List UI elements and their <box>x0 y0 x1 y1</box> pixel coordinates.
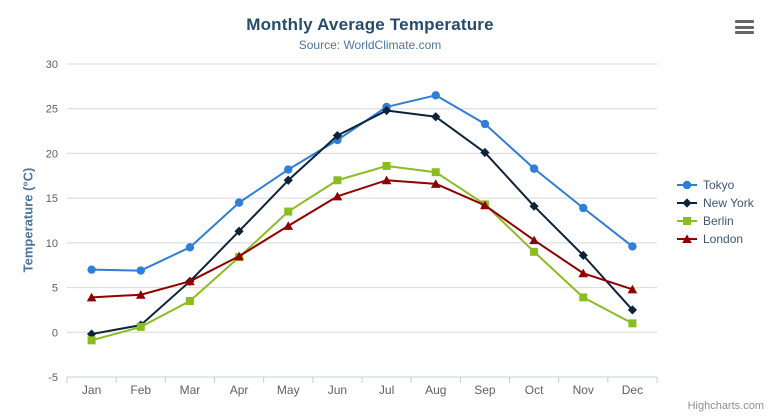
x-tick-label: Jun <box>328 383 347 397</box>
y-tick-label: 5 <box>52 283 58 295</box>
chart-subtitle: Source: WorldClimate.com <box>298 38 442 52</box>
data-point-marker[interactable] <box>135 290 146 299</box>
data-point-marker[interactable] <box>530 247 539 256</box>
y-tick-label: 25 <box>46 104 58 116</box>
data-point-marker[interactable] <box>529 164 539 173</box>
data-point-marker[interactable] <box>480 200 490 210</box>
legend-label: Berlin <box>703 214 734 228</box>
hamburger-bar <box>735 25 754 29</box>
data-point-marker[interactable] <box>333 176 342 185</box>
legend-marker-square-icon <box>677 217 697 225</box>
chart-title: Monthly Average Temperature <box>246 15 494 34</box>
data-point-marker[interactable] <box>431 91 440 100</box>
data-point-marker[interactable] <box>87 336 96 345</box>
y-tick-label: 30 <box>46 59 58 71</box>
legend-marker-circle-icon <box>677 180 697 190</box>
y-tick-label: -5 <box>48 372 58 384</box>
data-point-marker[interactable] <box>431 112 441 122</box>
hamburger-bar <box>735 31 754 34</box>
y-tick-label: 20 <box>46 148 58 160</box>
y-axis-title: Temperature (°C) <box>20 167 36 273</box>
x-tick-label: Sep <box>474 383 496 397</box>
data-point-marker[interactable] <box>480 119 490 129</box>
legend-label: New York <box>703 196 754 210</box>
legend-item-berlin[interactable]: Berlin <box>676 214 754 228</box>
x-tick-label: Apr <box>230 383 249 397</box>
legend-label: Tokyo <box>703 178 735 192</box>
x-tick-label: Feb <box>130 383 151 397</box>
x-tick-label: Oct <box>525 383 544 397</box>
x-tick-label: Aug <box>425 383 446 397</box>
x-tick-label: Nov <box>573 383 594 397</box>
data-point-marker[interactable] <box>683 217 691 225</box>
data-point-marker[interactable] <box>578 268 589 278</box>
data-point-marker[interactable] <box>529 201 539 211</box>
data-point-marker[interactable] <box>185 243 195 252</box>
data-point-marker[interactable] <box>480 147 490 158</box>
series-line-berlin[interactable] <box>90 164 634 342</box>
data-point-marker[interactable] <box>86 292 97 302</box>
series-line-london[interactable] <box>90 179 634 299</box>
data-point-marker[interactable] <box>283 175 293 185</box>
x-tick-label: Jan <box>82 383 101 397</box>
x-tick-label: Jul <box>379 383 394 397</box>
data-point-marker[interactable] <box>682 198 692 208</box>
y-tick-label: 15 <box>46 193 58 205</box>
legend: Tokyo New York Berlin London <box>676 178 754 246</box>
data-point-marker[interactable] <box>578 250 588 260</box>
data-point-marker[interactable] <box>284 165 293 174</box>
legend-item-tokyo[interactable]: Tokyo <box>676 178 754 192</box>
x-tick-label: May <box>277 383 300 397</box>
series-tokyo[interactable] <box>87 91 637 275</box>
data-point-marker[interactable] <box>382 161 391 170</box>
data-point-marker[interactable] <box>332 191 343 201</box>
data-point-marker[interactable] <box>627 305 638 315</box>
hamburger-bar <box>735 20 754 23</box>
data-point-marker[interactable] <box>136 266 145 275</box>
data-point-marker[interactable] <box>234 226 244 236</box>
y-tick-label: 10 <box>46 238 58 250</box>
data-point-marker[interactable] <box>283 221 294 230</box>
legend-item-new-york[interactable]: New York <box>676 196 754 210</box>
legend-item-london[interactable]: London <box>676 232 754 246</box>
data-point-marker[interactable] <box>682 234 692 243</box>
data-point-marker[interactable] <box>579 203 588 213</box>
data-point-marker[interactable] <box>234 251 244 261</box>
data-point-marker[interactable] <box>185 276 195 286</box>
series-london[interactable] <box>86 175 638 302</box>
data-point-marker[interactable] <box>284 207 293 216</box>
data-point-marker[interactable] <box>628 242 637 251</box>
hamburger-menu-icon[interactable] <box>735 20 754 34</box>
data-point-marker[interactable] <box>682 180 692 190</box>
data-point-marker[interactable] <box>136 322 145 331</box>
highcharts-credits-link[interactable]: Highcharts.com <box>687 400 764 412</box>
data-point-marker[interactable] <box>628 319 637 328</box>
legend-marker-triangle-icon <box>677 234 697 243</box>
data-point-marker[interactable] <box>529 235 539 245</box>
data-point-marker[interactable] <box>381 105 392 116</box>
data-point-marker[interactable] <box>87 265 96 274</box>
x-tick-label: Mar <box>180 383 201 397</box>
series-line-new-york[interactable] <box>90 109 634 336</box>
data-point-marker[interactable] <box>430 179 441 188</box>
data-point-marker[interactable] <box>185 296 194 305</box>
series-new-york[interactable] <box>86 105 638 339</box>
data-point-marker[interactable] <box>431 168 440 177</box>
y-axis-labels: -5 0 5 10 15 20 25 30 <box>46 59 58 384</box>
x-axis: Jan Feb Mar Apr May Jun Jul Aug Sep Oct Nov Dec <box>66 376 658 397</box>
x-tick-label: Dec <box>622 383 643 397</box>
series-line-tokyo[interactable] <box>90 94 634 272</box>
data-point-marker[interactable] <box>234 198 244 207</box>
data-point-marker[interactable] <box>381 175 392 185</box>
data-point-marker[interactable] <box>332 130 343 141</box>
legend-label: London <box>703 232 744 246</box>
data-point-marker[interactable] <box>627 284 638 294</box>
legend-marker-diamond-icon <box>677 198 697 208</box>
y-gridlines <box>67 63 657 378</box>
y-tick-label: 0 <box>52 327 58 339</box>
data-point-marker[interactable] <box>579 293 588 302</box>
